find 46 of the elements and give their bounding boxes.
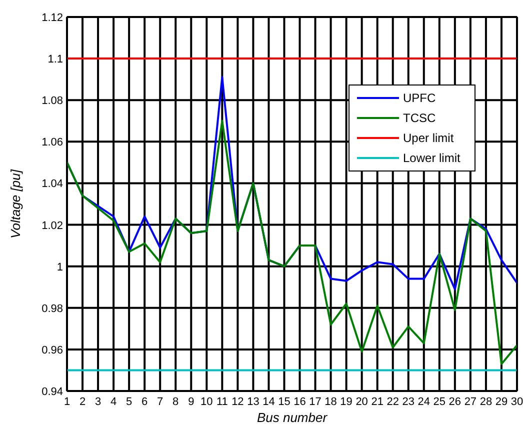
y-tick-label: 1.04	[42, 178, 63, 190]
x-tick-label: 18	[324, 396, 337, 408]
x-tick-label: 24	[418, 396, 430, 408]
y-tick-label: 0.96	[42, 344, 63, 356]
x-tick-label: 16	[294, 396, 306, 408]
legend-label: Uper limit	[403, 131, 454, 145]
x-tick-label: 30	[510, 396, 523, 408]
x-tick-label: 7	[157, 396, 164, 408]
x-tick-label: 2	[79, 396, 86, 408]
x-tick-label: 21	[371, 396, 384, 408]
x-tick-label: 13	[247, 396, 260, 408]
y-tick-label: 0.98	[42, 302, 63, 315]
x-tick-label: 25	[433, 396, 446, 408]
x-tick-label: 22	[386, 396, 399, 408]
x-tick-label: 20	[356, 396, 368, 408]
x-tick-label: 8	[172, 396, 179, 408]
x-tick-label: 19	[340, 396, 352, 408]
legend-label: Lower limit	[403, 151, 462, 165]
x-tick-label: 14	[262, 396, 275, 408]
x-tick-label: 29	[495, 396, 508, 408]
x-tick-label: 5	[126, 396, 132, 408]
y-axis-title: Voltage [pu]	[8, 169, 23, 238]
x-tick-label: 12	[232, 396, 244, 408]
x-tick-label: 11	[216, 396, 228, 408]
x-tick-label: 10	[200, 396, 213, 408]
x-tick-label: 26	[448, 396, 462, 408]
y-tick-label: 0.94	[42, 386, 63, 398]
x-axis-title: Bus number	[256, 410, 328, 425]
x-tick-label: 27	[464, 396, 477, 408]
x-tick-label: 4	[110, 396, 117, 408]
x-tick-label: 17	[309, 396, 322, 408]
x-tick-label: 3	[94, 396, 102, 408]
y-tick-label: 1.06	[42, 136, 63, 149]
y-tick-label: 1.1	[48, 54, 63, 66]
x-tick-label: 6	[142, 396, 148, 408]
x-tick-label: 1	[64, 396, 70, 408]
y-tick-label: 1.08	[42, 95, 63, 108]
x-tick-label: 23	[402, 396, 415, 408]
x-tick-label: 28	[480, 396, 492, 408]
x-tick-label: 9	[188, 396, 194, 408]
x-tick-label: 15	[278, 396, 290, 408]
y-tick-label: 1.02	[42, 220, 63, 232]
legend-label: TCSC	[403, 111, 436, 125]
y-tick-label: 1	[56, 261, 63, 274]
legend-label: UPFC	[403, 91, 436, 105]
y-tick-label: 1.12	[42, 12, 63, 24]
